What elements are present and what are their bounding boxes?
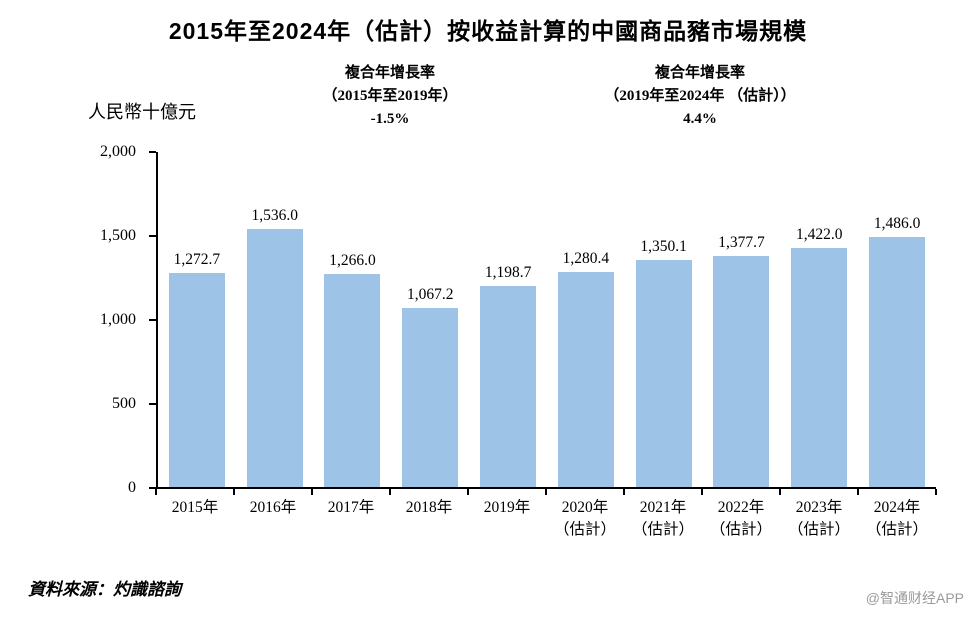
x-axis-label: 2024年 （估計） [865,499,928,538]
x-axis-labels: 2015年 2016年 2017年 2018年 2019年 2020年 （估計） 2021年（… [156,497,936,541]
y-axis-tick-label: 1,500 [100,227,136,244]
y-axis-tick-mark [149,151,156,153]
x-axis-tick-mark [311,489,313,495]
x-axis-label: 2018年 [405,499,453,516]
x-axis-tick-mark [779,489,781,495]
x-axis-label: 2023年 （估計） [787,499,850,538]
bar-value-label: 1,067.2 [407,285,454,303]
y-axis-title: 人民幣十億元 [88,102,196,122]
cagr-value: -1.5% [370,111,410,127]
bar-group: 1,422.0 [780,226,858,487]
cagr-value: 4.4% [683,111,717,127]
y-axis-tick-label: 500 [112,395,136,412]
x-axis-label: 2022年 （估計） [709,499,772,538]
x-axis-label: 2016年 [249,499,297,516]
bar-group: 1,377.7 [703,233,781,487]
cagr-label: 複合年增長率 [344,65,435,81]
bar-value-label: 1,422.0 [796,226,843,244]
bar-group: 1,198.7 [469,264,547,487]
bar [557,271,614,487]
x-axis-tick-mark [935,489,937,495]
source-note: 資料來源：灼識諮詢 [28,580,181,599]
cagr-period: （2015年至2019年） [322,88,458,104]
x-axis-tick-mark [155,489,157,495]
bar [480,285,537,487]
x-axis-label: 2015年 [171,499,219,516]
cagr-annotation-2015-2019: 複合年增長率 （2015年至2019年） -1.5% [265,62,515,131]
cagr-label: 複合年增長率 [654,65,745,81]
x-axis-label: 2017年 [327,499,375,516]
bar-group: 1,272.7 [158,251,236,487]
bar-value-label: 1,198.7 [484,263,532,281]
bar [713,255,770,487]
x-axis-tick-mark [701,489,703,495]
bar-value-label: 1,486.0 [873,215,921,233]
x-axis-tick-mark [545,489,547,495]
bar-group: 1,536.0 [236,207,314,487]
x-axis-tick-mark [623,489,625,495]
plot-area: 1,272.7 1,536.0 1,266.0 1,067.2 1,198.7 1,280… [156,152,936,489]
x-axis-tick-mark [857,489,859,495]
y-axis-tick-mark [149,403,156,405]
bar-value-label: 1,280.4 [562,249,610,267]
bar [635,260,692,487]
bar [246,229,303,487]
bar [324,274,381,487]
bar-group: 1,266.0 [314,252,392,487]
x-axis-label: 2019年 [483,499,531,516]
bar-value-label: 1,266.0 [329,252,376,270]
bar-group: 1,067.2 [391,286,469,487]
y-axis-tick-label: 1,000 [100,311,136,328]
x-axis-label: 2020年 （估計） [553,499,616,538]
bar [402,307,459,487]
chart-title: 2015年至2024年（估計）按收益計算的中國商品豬市場規模 [168,18,808,44]
x-axis-tick-mark [233,489,235,495]
bar-group: 1,280.4 [547,250,625,487]
y-axis-tick-mark [149,487,156,489]
bar [168,273,225,487]
x-axis-tick-mark [389,489,391,495]
bar-value-label: 1,536.0 [251,207,298,224]
bar [791,248,848,487]
bar-group: 1,350.1 [625,238,703,487]
cagr-period: （2019年至2024年 （估計）） [604,88,796,104]
x-axis-label: 2021年 （估計） [631,499,694,538]
y-axis-tick-label: 0 [128,479,136,496]
watermark: @智通财经APP [865,590,964,606]
y-axis-tick-mark [149,235,156,237]
y-axis-tick-label: 2,000 [100,143,136,160]
cagr-annotation-2019-2024: 複合年增長率 （2019年至2024年 （估計）） 4.4% [540,62,860,131]
bar-value-label: 1,350.1 [640,238,687,256]
y-axis-tick-labels: 2,000 1,500 1,000 500 0 [86,143,144,496]
bar [869,237,926,487]
y-axis-tick-mark [149,319,156,321]
bar-value-label: 1,272.7 [173,251,221,269]
x-axis-tick-mark [467,489,469,495]
bar-value-label: 1,377.7 [718,233,765,251]
bar-group: 1,486.0 [858,215,936,487]
